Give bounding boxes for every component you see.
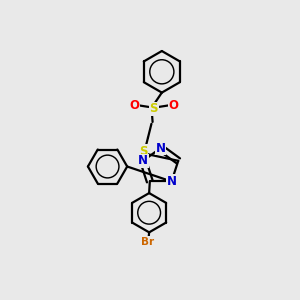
Text: O: O [129, 99, 139, 112]
Text: S: S [139, 145, 148, 158]
Text: S: S [149, 102, 158, 115]
Text: N: N [167, 175, 176, 188]
Text: N: N [138, 154, 148, 167]
Text: O: O [168, 99, 178, 112]
Text: Br: Br [141, 237, 154, 247]
Text: N: N [156, 142, 166, 154]
